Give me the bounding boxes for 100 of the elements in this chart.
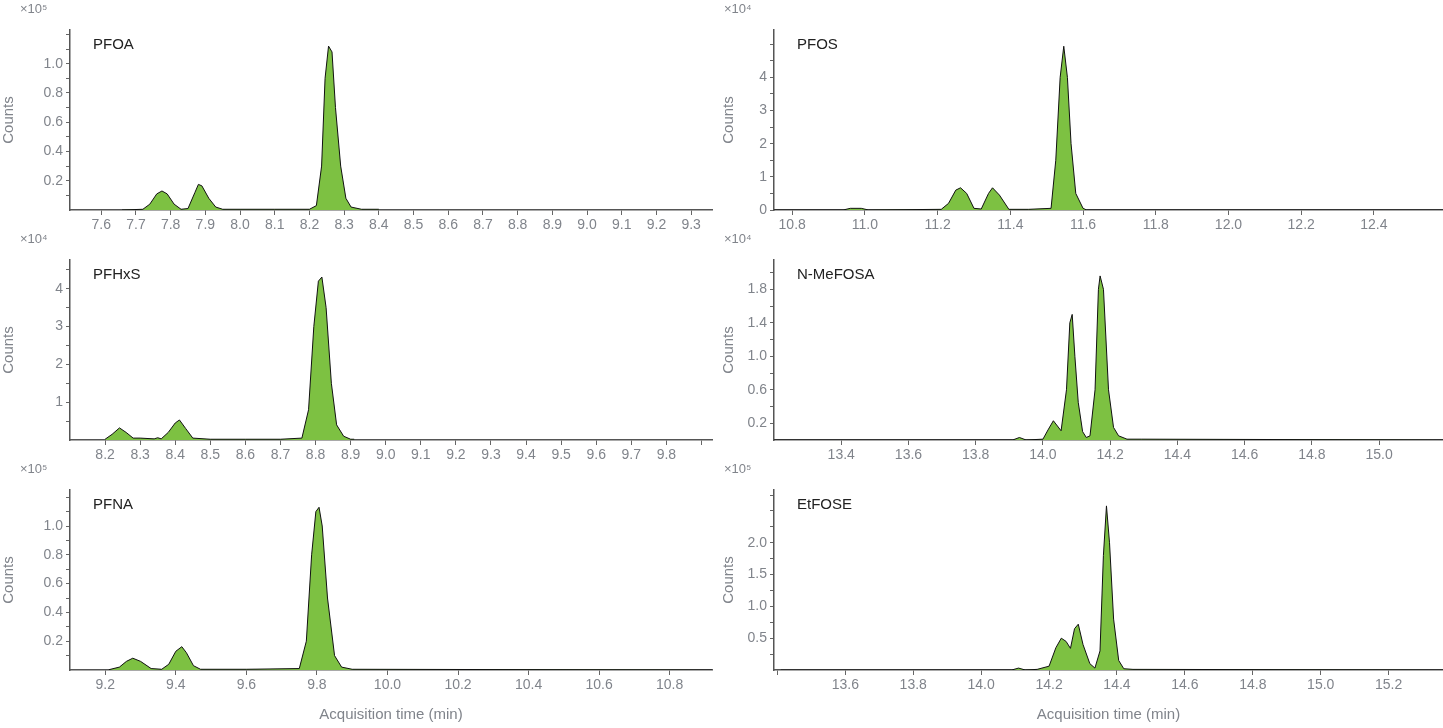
x-tick-label: 14.4 (1163, 446, 1192, 463)
x-tick-label: 9.5 (551, 446, 572, 463)
x-tick-label: 8.7 (473, 216, 493, 233)
x-tick-label: 13.4 (827, 446, 856, 463)
y-tick-label: 2.0 (747, 533, 768, 550)
y-tick-label: 0.4 (43, 142, 64, 159)
text: ×10⁵ (20, 460, 48, 476)
x-tick-label: 9.1 (411, 446, 431, 463)
x-tick-label: 9.0 (577, 216, 598, 233)
x-tick-label: 14.6 (1231, 446, 1259, 463)
y-tick-label: 1.5 (747, 565, 768, 582)
x-tick-label: 11.8 (1142, 216, 1170, 233)
x-tick-label: 8.5 (200, 446, 221, 463)
text: ×10⁴ (20, 230, 48, 246)
y-tick-label: 1.0 (43, 516, 64, 533)
x-tick-label: 14.2 (1096, 446, 1125, 463)
chart-title: PFHxS (93, 265, 141, 283)
x-axis-title: Acquisition time (min) (1036, 705, 1181, 723)
x-tick-label: 9.2 (95, 676, 116, 693)
x-tick-label: 8.1 (265, 216, 285, 233)
x-tick-label: 14.8 (1239, 676, 1267, 693)
y-tick-label: 1.0 (747, 347, 768, 364)
x-tick-label: 11.6 (1069, 216, 1097, 233)
text: ×10⁵ (724, 460, 752, 476)
x-tick-label: 10.0 (373, 676, 402, 693)
y-axis-title: Counts (719, 326, 737, 374)
x-tick-label: 10.6 (585, 676, 613, 693)
x-tick-label: 13.8 (899, 676, 928, 693)
x-tick-label: 9.8 (656, 446, 677, 463)
x-tick-label: 8.2 (95, 446, 116, 463)
x-tick-label: 8.0 (230, 216, 250, 233)
x-tick-label: 8.6 (235, 446, 256, 463)
x-tick-label: 15.0 (1307, 676, 1335, 693)
text: ×10⁵ (20, 0, 48, 16)
x-tick-label: 14.0 (967, 676, 995, 693)
chart-title: PFNA (93, 495, 134, 513)
x-tick-label: 9.6 (586, 446, 607, 463)
x-tick-label: 15.0 (1365, 446, 1393, 463)
x-tick-label: 10.2 (444, 676, 472, 693)
x-tick-label: 11.2 (924, 216, 951, 233)
y-tick-label: 1.0 (43, 54, 64, 71)
y-tick-label: 0.5 (747, 629, 768, 646)
x-tick-label: 15.2 (1375, 676, 1403, 693)
x-tick-label: 9.3 (681, 216, 702, 233)
x-tick-label: 13.8 (962, 446, 990, 463)
x-tick-label: 8.8 (507, 216, 528, 233)
y-tick-label: 0.8 (43, 545, 64, 562)
x-tick-label: 14.8 (1298, 446, 1326, 463)
x-tick-label: 10.8 (656, 676, 684, 693)
x-tick-label: 14.4 (1103, 676, 1131, 693)
x-tick-label: 11.4 (997, 216, 1024, 233)
y-tick-label: 1.8 (747, 280, 768, 297)
x-tick-label: 13.6 (894, 446, 923, 463)
x-tick-label: 11.0 (851, 216, 879, 233)
x-tick-label: 8.5 (403, 216, 424, 233)
x-tick-label: 9.2 (446, 446, 466, 463)
text: ×10⁴ (724, 0, 752, 16)
y-tick-label: 0.8 (43, 83, 64, 100)
y-tick-label: 3 (759, 101, 768, 118)
x-tick-label: 14.0 (1029, 446, 1057, 463)
x-tick-label: 14.2 (1035, 676, 1063, 693)
text: ×10⁴ (724, 230, 752, 246)
y-tick-label: 1.4 (747, 313, 768, 330)
x-tick-label: 9.2 (646, 216, 667, 233)
y-axis-title: Counts (719, 96, 737, 144)
x-tick-label: 8.8 (305, 446, 326, 463)
x-tick-label: 8.6 (438, 216, 459, 233)
x-tick-label: 13.6 (831, 676, 860, 693)
x-tick-label: 8.4 (369, 216, 389, 233)
chart-title: N-MeFOSA (797, 265, 875, 283)
x-tick-label: 8.3 (130, 446, 151, 463)
y-tick-label: 4 (759, 68, 768, 85)
y-tick-label: 0.6 (747, 380, 768, 397)
x-tick-label: 9.3 (481, 446, 501, 463)
chart-title: PFOS (797, 35, 838, 53)
x-tick-label: 8.9 (340, 446, 361, 463)
x-tick-label: 9.8 (307, 676, 327, 693)
x-tick-label: 9.4 (166, 676, 186, 693)
x-tick-label: 10.8 (778, 216, 807, 233)
y-tick-label: 0 (759, 200, 768, 217)
x-tick-label: 7.8 (160, 216, 181, 233)
x-axis-title: Acquisition time (min) (319, 705, 463, 723)
x-tick-label: 8.4 (165, 446, 186, 463)
x-tick-label: 8.3 (334, 216, 355, 233)
y-axis-title: Counts (0, 96, 17, 144)
y-tick-label: 0.2 (43, 171, 64, 188)
x-tick-label: 7.7 (126, 216, 146, 233)
x-tick-label: 9.4 (516, 446, 537, 463)
y-tick-label: 0.2 (747, 414, 768, 431)
y-tick-label: 2 (759, 134, 768, 151)
y-tick-label: 4 (55, 279, 64, 296)
y-axis-title: Counts (0, 556, 17, 604)
x-tick-label: 12.2 (1287, 216, 1316, 233)
x-tick-label: 12.0 (1214, 216, 1243, 233)
y-tick-label: 1 (759, 167, 768, 184)
y-tick-label: 0.2 (43, 632, 64, 649)
x-tick-label: 9.7 (621, 446, 642, 463)
y-tick-label: 0.4 (43, 603, 64, 620)
x-tick-label: 8.9 (542, 216, 563, 233)
x-tick-label: 8.7 (270, 446, 291, 463)
